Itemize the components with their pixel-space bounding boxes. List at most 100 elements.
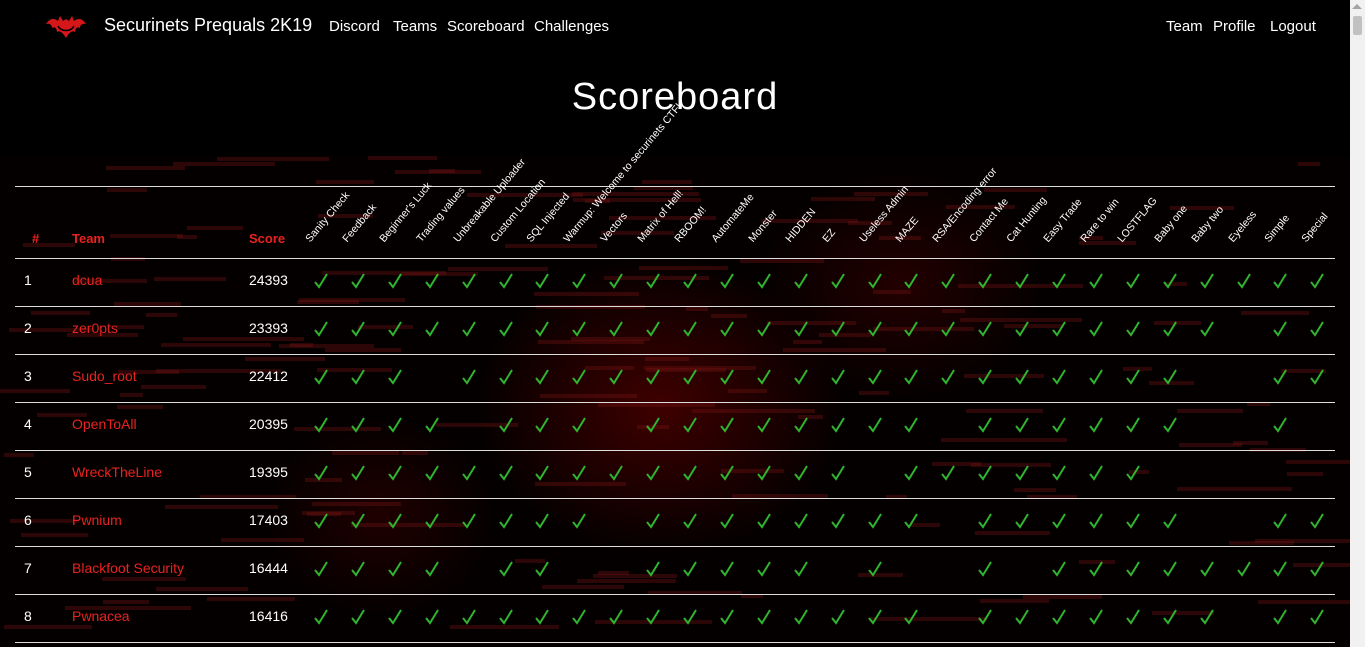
checkmark-icon [1126,273,1140,289]
row-rank: 2 [24,320,32,336]
checkmark-icon [314,609,328,625]
checkmark-icon [572,513,587,529]
checkmark-icon [351,465,365,481]
checkmark-icon [683,609,697,625]
background-code-line [187,226,243,230]
row-divider [15,354,1335,355]
background-code-line [302,511,355,515]
background-code-line [1149,381,1194,385]
row-rank: 1 [24,272,32,288]
checkmark-icon [1162,561,1177,577]
checkmark-icon [498,465,513,481]
background-code-line [645,357,689,361]
checkmark-icon [351,561,365,577]
scrollbar-thumb[interactable] [1353,16,1362,35]
checkmark-icon [830,417,845,433]
nav-teams[interactable]: Teams [393,18,438,35]
background-code-line [740,259,824,263]
checkmark-icon [904,465,919,481]
nav-profile[interactable]: Profile [1213,18,1256,35]
checkmark-icon [609,465,624,481]
row-score: 22412 [249,368,288,384]
checkmark-icon [1273,273,1288,289]
team-link[interactable]: Pwnium [72,512,122,528]
table-top-border [15,186,1335,187]
background-code-line [535,482,626,486]
checkmark-icon [1126,609,1140,625]
background-code-line [395,170,481,174]
background-code-line [732,494,828,498]
background-code-line [975,531,1050,535]
background-code-line [1129,470,1149,474]
background-code-line [173,162,275,166]
background-code-line [312,502,401,506]
scroll-up-arrow-icon[interactable] [1352,4,1362,9]
background-code-line [1004,324,1062,328]
background-code-line [536,305,645,309]
background-code-line [245,357,325,361]
checkmark-icon [1015,513,1029,529]
checkmark-icon [1310,561,1325,577]
checkmark-icon [867,513,882,529]
background-code-line [401,272,478,276]
checkmark-icon [757,321,771,337]
checkmark-icon [1015,609,1029,625]
background-code-line [598,403,715,407]
background-code-line [761,219,858,223]
nav-challenges[interactable]: Challenges [534,18,610,35]
team-link[interactable]: Sudo_root [72,368,137,384]
checkmark-icon [388,417,402,433]
checkmark-icon [1162,369,1177,385]
team-link[interactable]: WreckTheLine [72,464,163,480]
background-code-line [859,391,889,395]
background-code-line [107,188,147,192]
checkmark-icon [535,513,550,529]
background-code-line [318,214,373,218]
checkmark-icon [388,513,402,529]
team-link[interactable]: OpenToAll [72,416,137,432]
team-link[interactable]: zer0pts [72,320,118,336]
checkmark-icon [535,321,550,337]
background-code-line [332,451,399,455]
background-code-line [305,478,342,482]
checkmark-icon [1162,513,1177,529]
bat-logo-icon[interactable] [44,12,88,42]
checkmark-icon [720,465,734,481]
nav-scoreboard[interactable]: Scoreboard [447,18,525,35]
checkmark-icon [388,321,402,337]
nav-team[interactable]: Team [1166,18,1203,35]
checkmark-icon [1310,321,1325,337]
background-code-line [873,327,974,331]
background-code-line [941,438,1067,442]
team-link[interactable]: Blackfoot Security [72,560,185,576]
background-code-line [648,591,742,595]
row-divider [15,306,1335,307]
checkmark-icon [720,417,734,433]
nav-logout[interactable]: Logout [1270,18,1316,35]
row-score: 16444 [249,560,288,576]
background-code-line [540,394,637,398]
checkmark-icon [572,273,587,289]
scrollbar[interactable] [1350,0,1365,647]
background-code-line [741,594,763,598]
brand-title[interactable]: Securinets Prequals 2K19 [104,15,313,35]
checkmark-icon [388,609,402,625]
background-code-line [23,243,75,247]
background-code-line [117,405,163,409]
background-code-line [103,600,149,604]
nav-discord[interactable]: Discord [329,18,380,35]
checkmark-icon [609,609,624,625]
background-code-line [1023,595,1102,599]
background-code-line [10,519,79,523]
row-rank: 4 [24,416,32,432]
checkmark-icon [314,369,328,385]
checkmark-icon [904,369,919,385]
background-code-line [854,192,928,196]
checkmark-icon [351,321,365,337]
background-code-line [1286,460,1350,464]
checkmark-icon [720,273,734,289]
team-link[interactable]: Pwnacea [72,608,130,624]
checkmark-icon [388,273,402,289]
team-link[interactable]: dcua [72,272,103,288]
background-code-line [848,221,892,225]
